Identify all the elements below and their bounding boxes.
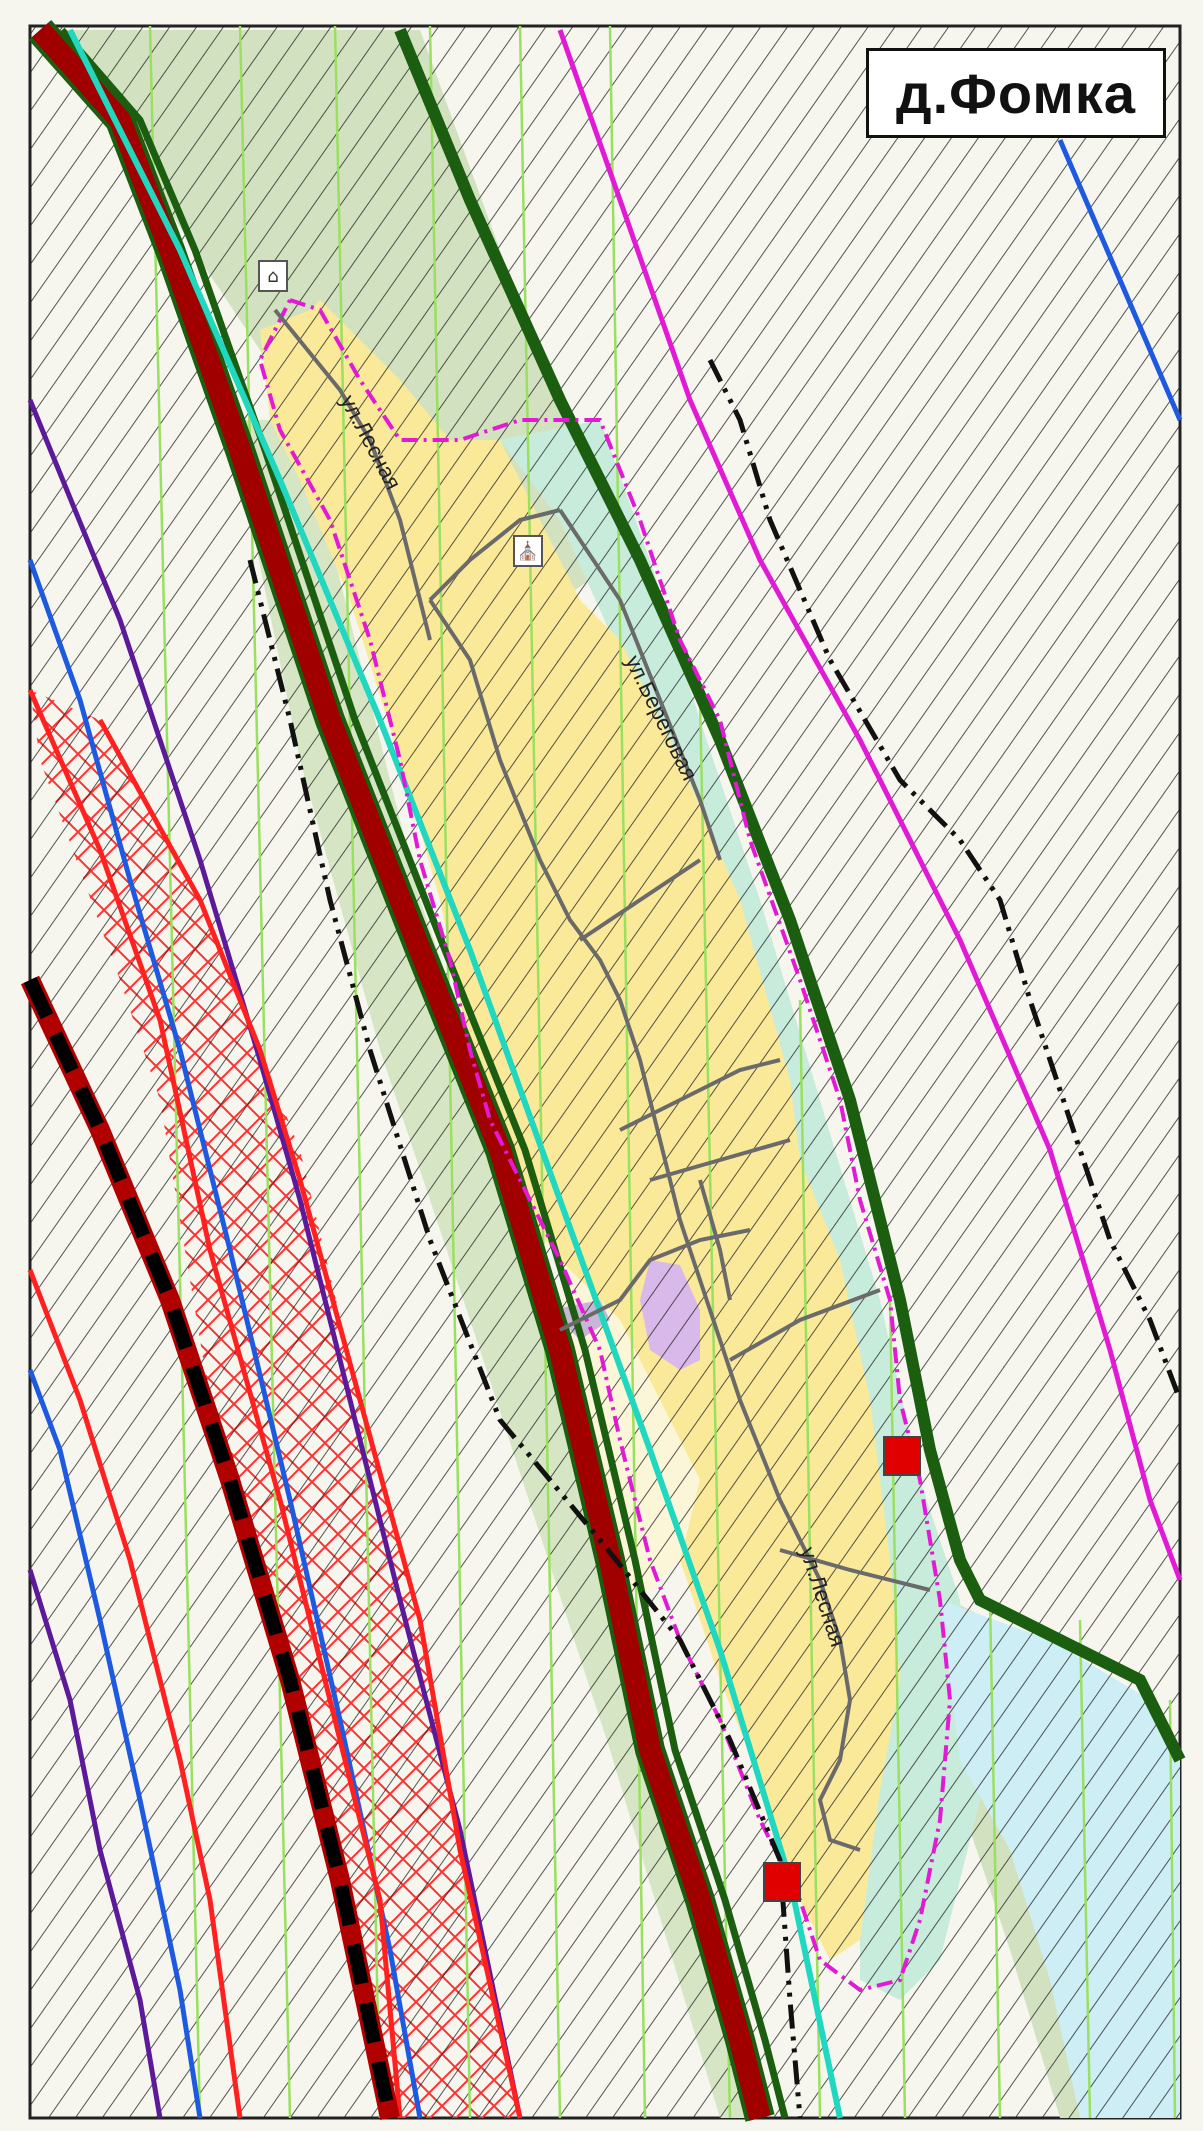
magenta-line-east	[557, 29, 1183, 1581]
railway-line	[20, 975, 400, 2121]
settlement-boundary	[257, 297, 953, 1993]
monument-icon: ⌂	[258, 260, 288, 292]
power-line	[67, 28, 843, 2119]
main-road-inner	[31, 22, 771, 2121]
purple-lines	[27, 399, 523, 2119]
church-icon: ⛪	[513, 535, 543, 567]
forest-boundary	[394, 27, 1186, 1763]
red-object-east	[883, 1436, 921, 1476]
map-title-box: д.Фомка	[866, 48, 1166, 138]
main-road-edge	[59, 27, 789, 2119]
map-title: д.Фомка	[896, 61, 1136, 125]
red-lines	[27, 688, 523, 2119]
red-object-south	[763, 1862, 801, 1902]
streets	[273, 308, 931, 1852]
